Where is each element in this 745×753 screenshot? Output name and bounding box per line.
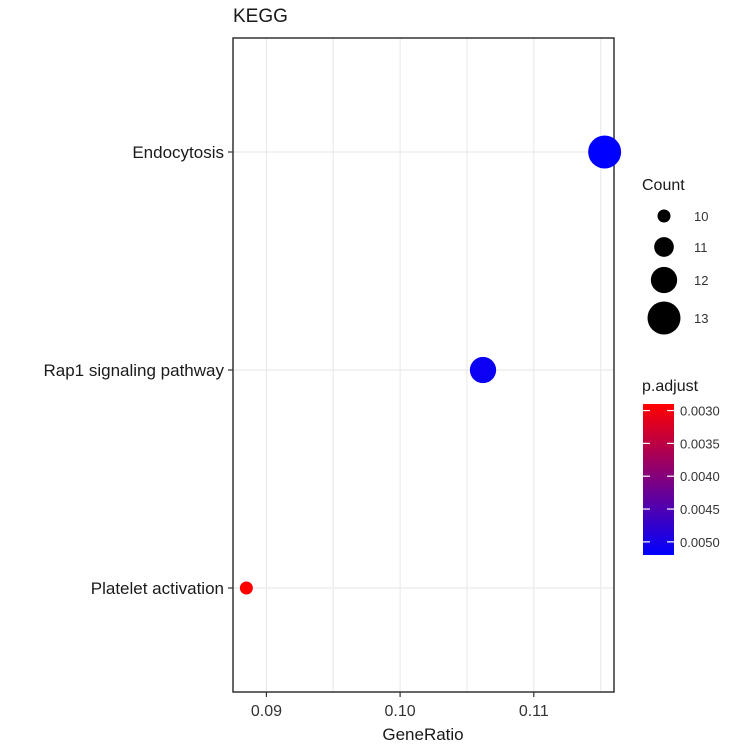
count-legend-title: Count xyxy=(642,177,685,194)
data-point xyxy=(469,356,497,384)
chart-title: KEGG xyxy=(233,6,288,27)
count-legend-key xyxy=(654,237,674,257)
y-tick-label: Platelet activation xyxy=(91,579,224,598)
colorbar-label: 0.0040 xyxy=(680,469,720,484)
p-adjust-colorbar xyxy=(643,404,674,555)
y-tick-label: Endocytosis xyxy=(132,143,224,162)
count-legend-label: 13 xyxy=(694,311,708,326)
count-legend-label: 12 xyxy=(694,273,708,288)
colorbar-label: 0.0035 xyxy=(680,436,720,451)
count-legend-key xyxy=(647,301,681,335)
count-legend-key xyxy=(657,209,671,223)
data-points xyxy=(239,135,622,595)
x-axis-label: GeneRatio xyxy=(382,725,463,744)
plot-panel xyxy=(232,37,615,693)
p-adjust-legend-title: p.adjust xyxy=(642,378,699,395)
count-legend-key xyxy=(650,266,678,294)
x-tick-label: 0.10 xyxy=(385,703,416,720)
colorbar-label: 0.0030 xyxy=(680,404,720,419)
colorbar-label: 0.0045 xyxy=(680,502,720,517)
p-adjust-legend: p.adjust 0.0030 0.0035 0.0040 0.0045 0.0050 xyxy=(642,378,720,555)
y-tick-label: Rap1 signaling pathway xyxy=(43,361,224,380)
colorbar-label: 0.0050 xyxy=(680,535,720,550)
count-legend-label: 10 xyxy=(694,209,708,224)
count-legend: Count 10 11 12 13 xyxy=(642,177,708,335)
x-tick-label: 0.09 xyxy=(251,703,282,720)
x-tick-label: 0.11 xyxy=(519,703,549,720)
panel-border xyxy=(232,37,615,693)
y-axis: Platelet activation Rap1 signaling pathwa… xyxy=(43,143,233,598)
count-legend-label: 11 xyxy=(694,240,708,255)
data-point xyxy=(239,581,253,595)
data-point xyxy=(588,135,622,169)
x-axis: 0.09 0.10 0.11 xyxy=(251,692,549,720)
